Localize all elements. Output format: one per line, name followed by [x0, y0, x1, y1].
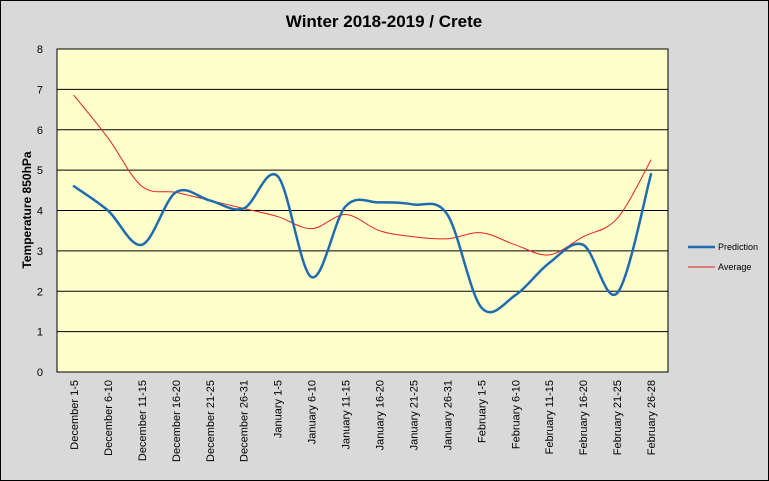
x-tick-label: February 26-28 — [646, 380, 658, 455]
y-tick-labels: 0 1 2 3 4 5 6 7 8 — [37, 44, 43, 379]
data-point-prediction — [513, 293, 517, 297]
y-axis-label: Temperature 850hPa — [20, 151, 34, 268]
data-point-average — [377, 229, 381, 233]
x-tick-label: February 21-25 — [612, 380, 624, 455]
series-line-average — [73, 94, 652, 256]
data-point-prediction — [174, 190, 178, 194]
x-tick-label: December 21-25 — [205, 380, 217, 462]
x-tick-label: December 1-5 — [69, 380, 81, 450]
data-point-average — [649, 158, 653, 162]
data-point-prediction — [72, 184, 76, 188]
x-tick-label: February 1-5 — [476, 380, 488, 443]
x-tick-label: December 11-15 — [137, 380, 149, 461]
data-point-prediction — [411, 202, 415, 206]
data-point-average — [72, 93, 76, 97]
legend-label-prediction: Prediction — [718, 242, 758, 252]
x-tick-label: January 6-10 — [307, 380, 319, 444]
x-tick-label: December 16-20 — [171, 380, 183, 462]
data-point-prediction — [208, 198, 212, 202]
series-lines — [72, 93, 653, 314]
data-point-average — [445, 237, 449, 241]
gridlines — [57, 88, 668, 333]
data-point-prediction — [242, 206, 246, 210]
data-point-average — [310, 227, 314, 231]
x-tick-label: January 16-20 — [374, 380, 386, 450]
y-tick-label: 8 — [37, 44, 43, 56]
x-tick-label: January 11-15 — [341, 380, 353, 450]
data-point-average — [106, 136, 110, 140]
legend-label-average: Average — [718, 262, 751, 272]
data-point-prediction — [479, 305, 483, 309]
data-point-prediction — [377, 200, 381, 204]
y-tick-label: 3 — [37, 246, 43, 258]
data-point-prediction — [649, 172, 653, 176]
y-tick-label: 1 — [37, 327, 43, 339]
y-tick-label: 6 — [37, 125, 43, 137]
data-point-average — [411, 235, 415, 239]
x-tick-label: January 26-31 — [442, 380, 454, 450]
data-point-average — [547, 253, 551, 257]
data-point-average — [581, 235, 585, 239]
data-point-prediction — [547, 261, 551, 265]
data-point-average — [140, 184, 144, 188]
data-point-average — [513, 243, 517, 247]
y-tick-label: 2 — [37, 286, 43, 298]
data-point-prediction — [445, 213, 449, 217]
y-tick-label: 7 — [37, 84, 43, 96]
data-point-prediction — [615, 291, 619, 295]
data-point-prediction — [276, 174, 280, 178]
x-tick-label: December 6-10 — [103, 380, 115, 456]
data-point-prediction — [344, 204, 348, 208]
legend: Prediction Average — [688, 242, 758, 272]
data-point-prediction — [106, 209, 110, 213]
y-tick-label: 4 — [37, 206, 43, 218]
x-tick-label: February 6-10 — [510, 380, 522, 449]
data-point-average — [479, 231, 483, 235]
data-point-average — [615, 217, 619, 221]
x-tick-label: January 21-25 — [408, 380, 420, 450]
x-tick-label: December 26-31 — [239, 380, 251, 462]
series-line-prediction — [72, 172, 653, 314]
data-point-prediction — [310, 275, 314, 279]
chart-title: Winter 2018-2019 / Crete — [286, 12, 482, 31]
data-point-average — [276, 215, 280, 219]
x-tick-labels: December 1-5 December 6-10 December 11-15 D… — [69, 380, 658, 462]
y-tick-label: 5 — [37, 165, 43, 177]
data-point-average — [344, 213, 348, 217]
data-point-prediction — [140, 243, 144, 247]
data-point-prediction — [581, 243, 585, 247]
x-tick-label: January 1-5 — [273, 380, 285, 438]
y-tick-label: 0 — [37, 367, 43, 379]
x-tick-label: February 11-15 — [544, 380, 556, 454]
x-tick-label: February 16-20 — [578, 380, 590, 455]
